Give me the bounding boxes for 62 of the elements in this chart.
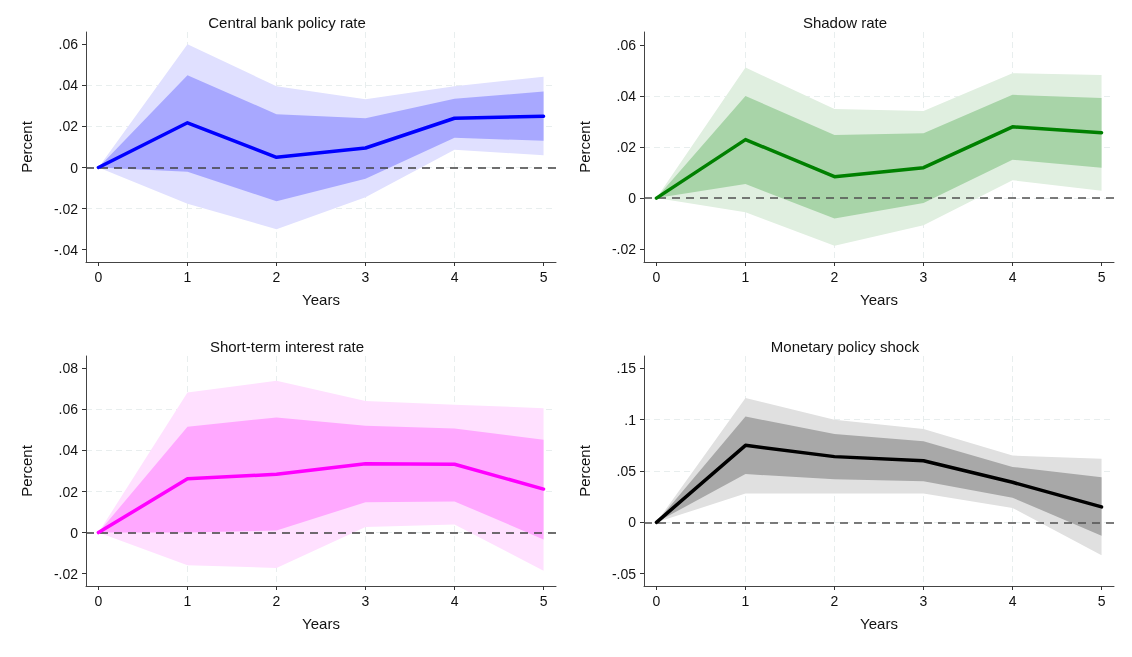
x-tick-label: 3 — [361, 593, 370, 609]
y-tick-label: .06 — [58, 401, 79, 418]
x-tick-label: 5 — [1097, 593, 1106, 609]
x-tick-label: 2 — [830, 593, 839, 609]
y-tick-label: 0 — [628, 190, 637, 207]
x-tick-label: 0 — [94, 269, 103, 285]
y-tick-label: .02 — [58, 483, 79, 500]
line-series — [96, 114, 546, 170]
y-tick-label: 0 — [628, 514, 637, 531]
y-axis-title: Percent — [576, 120, 593, 173]
y-tick-label: -.04 — [53, 241, 79, 258]
x-tick-label: 3 — [361, 269, 370, 285]
y-tick-label: -.05 — [611, 565, 637, 582]
x-tick-label: 1 — [741, 269, 750, 285]
y-tick-label: .05 — [616, 463, 637, 479]
x-tick-label: 3 — [919, 269, 928, 285]
x-tick-label: 1 — [183, 269, 192, 285]
chart-title: Short-term interest rate — [209, 338, 365, 355]
x-tick-label: 5 — [539, 593, 548, 609]
y-tick-label: 0 — [70, 159, 79, 176]
y-tick-label: .1 — [624, 411, 637, 428]
x-tick-label: 2 — [830, 269, 839, 285]
y-tick-label: .04 — [616, 87, 637, 104]
x-axis-title: Years — [302, 615, 340, 632]
y-tick-label: -.02 — [53, 200, 79, 217]
y-tick-label: 0 — [70, 524, 79, 541]
y-axis-title: Percent — [576, 444, 593, 497]
y-tick-label: .08 — [58, 360, 79, 377]
x-tick-label: 0 — [94, 593, 103, 609]
line-series — [96, 462, 546, 535]
y-tick-label: .02 — [616, 139, 637, 155]
chart-title: Shadow rate — [802, 14, 888, 31]
x-tick-label: 5 — [539, 269, 548, 285]
y-tick-label: .04 — [58, 77, 79, 94]
x-tick-label: 1 — [183, 593, 192, 609]
y-tick-label: .06 — [616, 36, 637, 53]
x-tick-label: 0 — [652, 593, 661, 609]
x-axis-title: Years — [302, 291, 340, 308]
y-tick-label: -.02 — [53, 565, 79, 582]
x-tick-label: 1 — [741, 593, 750, 609]
x-tick-label: 0 — [652, 269, 661, 285]
line-series — [654, 443, 1104, 525]
y-tick-label: .02 — [58, 118, 79, 135]
x-tick-label: 5 — [1097, 269, 1106, 285]
chart-title: Monetary policy shock — [770, 338, 920, 355]
x-axis-title: Years — [860, 615, 898, 632]
x-tick-label: 4 — [450, 269, 459, 285]
chart-title: Central bank policy rate — [208, 14, 366, 31]
x-tick-label: 4 — [1008, 269, 1017, 285]
y-tick-label: -.02 — [611, 241, 637, 258]
y-axis-title: Percent — [18, 120, 35, 173]
x-tick-label: 4 — [450, 593, 459, 609]
x-tick-label: 4 — [1008, 593, 1017, 609]
x-tick-label: 3 — [919, 593, 928, 609]
x-tick-label: 2 — [272, 269, 281, 285]
x-axis-title: Years — [860, 291, 898, 308]
y-tick-label: .15 — [616, 360, 637, 377]
x-tick-label: 2 — [272, 593, 281, 609]
y-tick-label: .04 — [58, 442, 79, 459]
y-tick-label: .06 — [58, 36, 79, 53]
y-axis-title: Percent — [18, 444, 35, 497]
line-series — [654, 125, 1104, 200]
